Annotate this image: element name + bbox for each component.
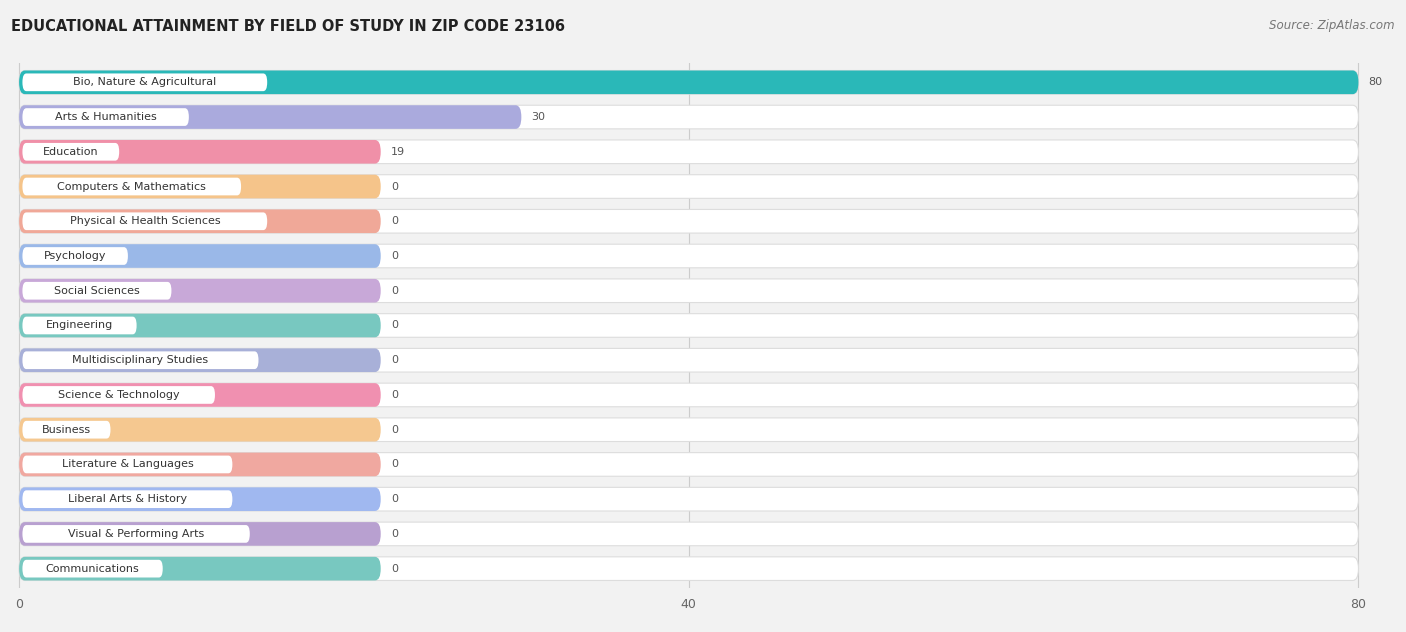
Text: Bio, Nature & Agricultural: Bio, Nature & Agricultural: [73, 77, 217, 87]
FancyBboxPatch shape: [21, 246, 129, 265]
FancyBboxPatch shape: [21, 386, 215, 404]
FancyBboxPatch shape: [20, 106, 1358, 129]
Text: Psychology: Psychology: [44, 251, 107, 261]
Text: Engineering: Engineering: [46, 320, 112, 331]
FancyBboxPatch shape: [20, 313, 1358, 337]
FancyBboxPatch shape: [21, 490, 233, 509]
FancyBboxPatch shape: [21, 524, 250, 544]
FancyBboxPatch shape: [20, 383, 381, 407]
FancyBboxPatch shape: [20, 71, 1358, 94]
Text: 0: 0: [391, 564, 398, 574]
FancyBboxPatch shape: [20, 487, 381, 511]
FancyBboxPatch shape: [21, 316, 138, 335]
FancyBboxPatch shape: [21, 455, 233, 474]
Text: 80: 80: [1368, 77, 1382, 87]
FancyBboxPatch shape: [20, 418, 381, 442]
FancyBboxPatch shape: [20, 522, 381, 545]
FancyBboxPatch shape: [21, 177, 242, 196]
Text: Physical & Health Sciences: Physical & Health Sciences: [69, 216, 221, 226]
FancyBboxPatch shape: [20, 348, 381, 372]
Text: 19: 19: [391, 147, 405, 157]
Text: EDUCATIONAL ATTAINMENT BY FIELD OF STUDY IN ZIP CODE 23106: EDUCATIONAL ATTAINMENT BY FIELD OF STUDY…: [11, 19, 565, 34]
FancyBboxPatch shape: [20, 557, 1358, 580]
FancyBboxPatch shape: [20, 244, 381, 268]
Text: Multidisciplinary Studies: Multidisciplinary Studies: [72, 355, 208, 365]
FancyBboxPatch shape: [21, 212, 269, 231]
FancyBboxPatch shape: [20, 244, 1358, 268]
FancyBboxPatch shape: [20, 487, 1358, 511]
Text: 30: 30: [531, 112, 546, 122]
FancyBboxPatch shape: [21, 142, 120, 161]
FancyBboxPatch shape: [20, 313, 381, 337]
FancyBboxPatch shape: [21, 420, 111, 439]
Text: Education: Education: [44, 147, 98, 157]
Text: Business: Business: [42, 425, 91, 435]
FancyBboxPatch shape: [20, 348, 1358, 372]
Text: 0: 0: [391, 529, 398, 539]
FancyBboxPatch shape: [20, 106, 522, 129]
Text: 0: 0: [391, 355, 398, 365]
Text: 0: 0: [391, 181, 398, 191]
Text: 0: 0: [391, 251, 398, 261]
Text: 0: 0: [391, 494, 398, 504]
FancyBboxPatch shape: [20, 557, 381, 580]
FancyBboxPatch shape: [20, 140, 1358, 164]
Text: Computers & Mathematics: Computers & Mathematics: [58, 181, 207, 191]
Text: 0: 0: [391, 459, 398, 470]
FancyBboxPatch shape: [20, 174, 1358, 198]
Text: 0: 0: [391, 425, 398, 435]
Text: Source: ZipAtlas.com: Source: ZipAtlas.com: [1270, 19, 1395, 32]
FancyBboxPatch shape: [20, 453, 381, 477]
FancyBboxPatch shape: [21, 107, 190, 127]
FancyBboxPatch shape: [20, 279, 1358, 303]
Text: Visual & Performing Arts: Visual & Performing Arts: [67, 529, 204, 539]
Text: 0: 0: [391, 320, 398, 331]
Text: 0: 0: [391, 286, 398, 296]
FancyBboxPatch shape: [20, 209, 381, 233]
FancyBboxPatch shape: [21, 559, 163, 578]
FancyBboxPatch shape: [20, 71, 1358, 94]
FancyBboxPatch shape: [20, 209, 1358, 233]
FancyBboxPatch shape: [21, 351, 259, 370]
FancyBboxPatch shape: [20, 453, 1358, 477]
FancyBboxPatch shape: [20, 418, 1358, 442]
Text: Communications: Communications: [46, 564, 139, 574]
FancyBboxPatch shape: [20, 140, 381, 164]
Text: Liberal Arts & History: Liberal Arts & History: [67, 494, 187, 504]
Text: Arts & Humanities: Arts & Humanities: [55, 112, 156, 122]
FancyBboxPatch shape: [20, 279, 381, 303]
Text: Social Sciences: Social Sciences: [53, 286, 139, 296]
FancyBboxPatch shape: [20, 174, 381, 198]
FancyBboxPatch shape: [20, 383, 1358, 407]
Text: Science & Technology: Science & Technology: [58, 390, 180, 400]
Text: 0: 0: [391, 216, 398, 226]
Text: 0: 0: [391, 390, 398, 400]
FancyBboxPatch shape: [21, 281, 173, 300]
Text: Literature & Languages: Literature & Languages: [62, 459, 193, 470]
FancyBboxPatch shape: [21, 73, 269, 92]
FancyBboxPatch shape: [20, 522, 1358, 545]
